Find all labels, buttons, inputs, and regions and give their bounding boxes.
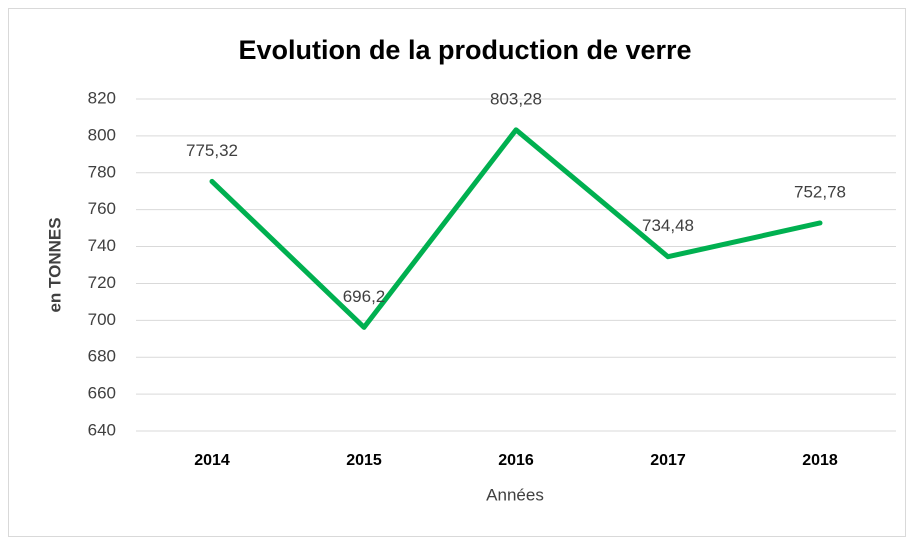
data-label: 803,28 <box>490 89 542 108</box>
x-tick-label: 2017 <box>650 452 686 469</box>
y-tick-label: 720 <box>88 273 116 292</box>
x-tick-label: 2018 <box>802 452 838 469</box>
data-label: 734,48 <box>642 216 694 235</box>
x-axis-label: Années <box>486 485 544 504</box>
y-tick-label: 680 <box>88 347 116 366</box>
y-tick-label: 740 <box>88 236 116 255</box>
x-tick-label: 2014 <box>194 452 230 469</box>
y-tick-label: 760 <box>88 199 116 218</box>
x-tick-label: 2015 <box>346 452 382 469</box>
chart-frame <box>8 8 906 537</box>
y-tick-label: 640 <box>88 420 116 439</box>
data-label: 775,32 <box>186 141 238 160</box>
y-tick-label: 820 <box>88 88 116 107</box>
y-axis-label: en TONNES <box>45 217 64 312</box>
y-tick-label: 660 <box>88 384 116 403</box>
y-tick-label: 700 <box>88 310 116 329</box>
y-tick-label: 800 <box>88 125 116 144</box>
chart-title: Evolution de la production de verre <box>238 35 691 65</box>
x-tick-label: 2016 <box>498 452 534 469</box>
data-line <box>209 127 823 330</box>
y-tick-label: 780 <box>88 162 116 181</box>
data-label: 696,2 <box>343 287 386 306</box>
data-label: 752,78 <box>794 182 846 201</box>
